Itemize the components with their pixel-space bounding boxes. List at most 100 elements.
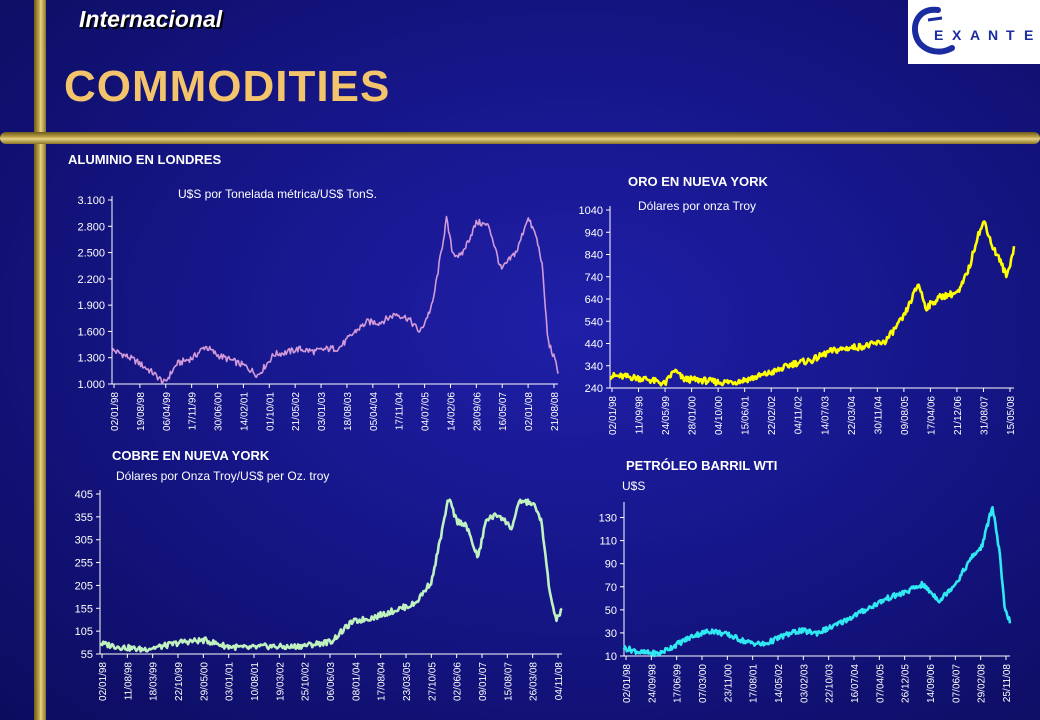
y-tick-label: 1.300 bbox=[77, 353, 105, 365]
chart-title: PETRÓLEO BARRIL WTI bbox=[626, 458, 777, 473]
x-tick-label: 22/03/04 bbox=[847, 396, 858, 435]
x-tick-label: 02/01/98 bbox=[608, 396, 619, 435]
x-tick-label: 19/08/98 bbox=[136, 392, 147, 431]
y-tick-label: 355 bbox=[75, 512, 93, 524]
chart-subtitle: U$S por Tonelada métrica/US$ TonS. bbox=[178, 187, 377, 201]
x-tick-label: 07/04/05 bbox=[875, 664, 886, 703]
x-tick-label: 04/07/05 bbox=[421, 392, 432, 431]
logo-letter: E bbox=[1024, 27, 1033, 43]
y-tick-label: 305 bbox=[75, 535, 93, 547]
chart-title: ORO EN NUEVA YORK bbox=[628, 174, 769, 189]
series-line-cobre bbox=[99, 498, 563, 653]
y-tick-label: 130 bbox=[599, 513, 617, 525]
y-tick-label: 110 bbox=[599, 536, 617, 548]
x-tick-label: 07/03/00 bbox=[698, 664, 709, 703]
x-tick-label: 29/05/00 bbox=[199, 662, 210, 701]
y-tick-label: 840 bbox=[585, 250, 603, 262]
x-tick-label: 04/11/02 bbox=[794, 396, 805, 435]
y-tick-label: 90 bbox=[605, 559, 617, 571]
y-tick-label: 1.000 bbox=[77, 379, 105, 391]
y-tick-label: 440 bbox=[585, 339, 603, 351]
y-tick-label: 30 bbox=[605, 628, 617, 640]
y-tick-label: 540 bbox=[585, 316, 603, 328]
x-tick-label: 04/10/00 bbox=[714, 396, 725, 435]
y-tick-label: 10 bbox=[605, 651, 617, 663]
x-tick-label: 15/05/08 bbox=[1006, 396, 1017, 435]
x-tick-label: 16/07/04 bbox=[850, 664, 861, 703]
chart-subtitle: U$S bbox=[622, 479, 645, 493]
x-tick-label: 02/06/06 bbox=[453, 662, 464, 701]
y-tick-label: 2.200 bbox=[77, 274, 105, 286]
x-tick-label: 22/10/03 bbox=[825, 664, 836, 703]
x-tick-label: 02/01/98 bbox=[98, 662, 109, 701]
y-tick-label: 1040 bbox=[579, 205, 603, 217]
x-tick-label: 17/08/01 bbox=[749, 664, 760, 703]
frame-vertical-bar bbox=[34, 0, 46, 720]
x-tick-label: 24/09/98 bbox=[647, 664, 658, 703]
x-tick-label: 21/05/02 bbox=[291, 392, 302, 431]
x-tick-label: 31/08/07 bbox=[979, 396, 990, 435]
chart-title: COBRE EN NUEVA YORK bbox=[112, 448, 270, 463]
x-tick-label: 24/05/99 bbox=[661, 396, 672, 435]
y-tick-label: 940 bbox=[585, 227, 603, 239]
y-tick-label: 55 bbox=[81, 649, 93, 661]
chart-oro: ORO EN NUEVA YORK Dólares por onza Troy 10… bbox=[579, 174, 1017, 435]
x-tick-label: 03/02/03 bbox=[799, 664, 810, 703]
y-tick-label: 1.900 bbox=[77, 300, 105, 312]
x-tick-label: 19/03/02 bbox=[275, 662, 286, 701]
x-tick-label: 14/09/06 bbox=[926, 664, 937, 703]
x-tick-label: 14/02/06 bbox=[446, 392, 457, 431]
x-tick-label: 25/10/02 bbox=[301, 662, 312, 701]
y-tick-label: 240 bbox=[585, 383, 603, 395]
y-tick-label: 205 bbox=[75, 580, 93, 592]
x-tick-label: 07/06/07 bbox=[951, 664, 962, 703]
series-line-aluminio bbox=[111, 215, 559, 385]
logo-letter: T bbox=[1006, 27, 1015, 43]
y-tick-label: 2.800 bbox=[77, 221, 105, 233]
section-label: Internacional bbox=[79, 6, 223, 32]
chart-aluminio: ALUMINIO EN LONDRES U$S por Tonelada métr… bbox=[68, 152, 560, 431]
x-tick-label: 21/08/08 bbox=[550, 392, 560, 431]
x-tick-label: 21/12/06 bbox=[953, 396, 964, 435]
x-tick-label: 27/10/05 bbox=[427, 662, 438, 701]
x-tick-label: 02/01/98 bbox=[622, 664, 633, 703]
y-tick-label: 255 bbox=[75, 558, 93, 570]
logo-letter: N bbox=[988, 27, 998, 43]
x-tick-label: 28/01/00 bbox=[688, 396, 699, 435]
x-tick-label: 03/01/03 bbox=[317, 392, 328, 431]
x-tick-label: 05/04/04 bbox=[369, 392, 380, 431]
x-tick-label: 25/11/08 bbox=[1002, 664, 1013, 703]
logo-letter: X bbox=[952, 27, 962, 43]
x-tick-label: 15/08/07 bbox=[503, 662, 514, 701]
x-tick-label: 09/01/07 bbox=[478, 662, 489, 701]
y-tick-label: 1.600 bbox=[77, 326, 105, 338]
y-tick-label: 2.500 bbox=[77, 248, 105, 260]
logo-letter: E bbox=[934, 27, 943, 43]
x-tick-label: 17/06/99 bbox=[673, 664, 684, 703]
x-tick-label: 14/02/01 bbox=[239, 392, 250, 431]
x-tick-label: 14/05/02 bbox=[774, 664, 785, 703]
chart-title: ALUMINIO EN LONDRES bbox=[68, 152, 221, 167]
x-tick-label: 17/11/04 bbox=[395, 392, 406, 431]
x-tick-label: 16/05/07 bbox=[498, 392, 509, 431]
x-tick-label: 30/11/04 bbox=[873, 396, 884, 435]
x-tick-label: 22/10/99 bbox=[174, 662, 185, 701]
y-tick-label: 740 bbox=[585, 272, 603, 284]
x-tick-label: 30/06/00 bbox=[214, 392, 225, 431]
series-line-oro bbox=[609, 220, 1016, 387]
x-tick-label: 26/12/05 bbox=[901, 664, 912, 703]
x-tick-label: 08/01/04 bbox=[351, 662, 362, 701]
chart-subtitle: Dólares por onza Troy bbox=[638, 199, 756, 213]
y-tick-label: 640 bbox=[585, 294, 603, 306]
x-tick-label: 18/08/03 bbox=[343, 392, 354, 431]
x-tick-label: 22/02/02 bbox=[767, 396, 778, 435]
x-tick-label: 03/01/01 bbox=[225, 662, 236, 701]
x-tick-label: 23/03/05 bbox=[402, 662, 413, 701]
x-tick-label: 10/08/01 bbox=[250, 662, 261, 701]
x-tick-label: 15/06/01 bbox=[741, 396, 752, 435]
x-tick-label: 01/10/01 bbox=[265, 392, 276, 431]
logo-letter: A bbox=[970, 27, 980, 43]
x-tick-label: 11/09/98 bbox=[635, 396, 646, 435]
y-tick-label: 155 bbox=[75, 603, 93, 615]
